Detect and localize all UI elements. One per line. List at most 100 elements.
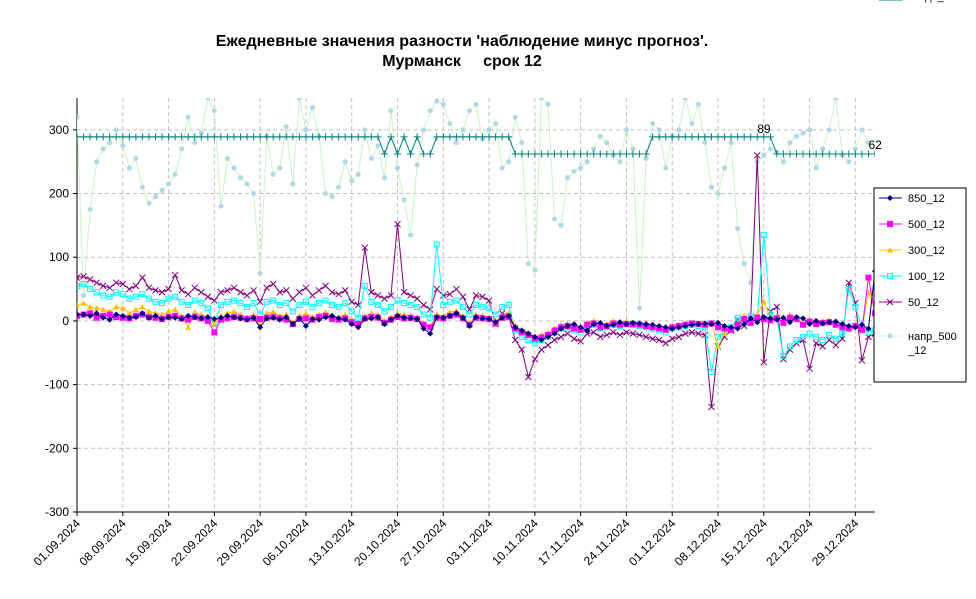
data-point [211,316,218,323]
data-point [244,316,251,323]
data-point [479,293,486,301]
data-point [217,288,225,296]
data-point [178,286,186,294]
data-point [459,293,467,301]
data-point [858,326,865,333]
data-point [643,321,650,328]
data-point [609,150,617,158]
data-point [590,321,597,328]
data-point [243,133,251,141]
data-point [302,133,310,141]
data-point [734,321,741,328]
data-point [381,308,388,315]
x-tick-label: 27.10.2024 [397,516,450,569]
data-point [596,150,604,158]
data-point [146,200,152,206]
data-point [545,101,551,107]
data-point [244,303,251,310]
data-point [832,318,839,325]
data-point [760,133,768,141]
data-point [499,314,506,321]
data-point [107,140,113,146]
data-point [650,120,656,126]
data-point [872,327,875,334]
data-point [800,333,807,340]
data-point [152,312,159,319]
data-point [119,305,126,311]
x-tick-label: 06.10.2024 [260,516,313,569]
data-point [151,133,159,141]
data-point [439,133,447,141]
data-point [807,127,813,133]
annotation-label: 89 [757,122,771,136]
data-point [113,127,119,133]
data-point [708,403,715,411]
data-point [557,333,565,341]
data-point [197,288,205,296]
data-point [676,127,682,133]
data-point [525,261,531,267]
series-50_12 [77,151,875,411]
data-point [99,282,107,290]
data-point [211,297,218,304]
data-point [832,335,839,342]
data-point [322,297,329,304]
data-point [263,315,270,322]
data-point [681,330,689,338]
data-point [93,289,100,296]
data-point [257,324,264,331]
data-point [663,165,669,171]
data-point [113,303,120,310]
data-point [77,274,81,281]
data-point [668,335,676,343]
data-point [230,133,238,141]
legend-label: 100_12 [908,271,945,283]
data-point [204,133,212,141]
data-point [741,321,748,328]
data-point [453,297,460,304]
data-point [100,292,107,299]
data-point [139,274,146,281]
data-point [315,133,323,141]
data-point [296,288,303,296]
data-point [243,292,251,299]
data-point [257,270,263,276]
data-point [218,203,224,209]
x-tick-label: 13.10.2024 [305,516,358,569]
data-point [387,133,395,141]
data-point [355,314,362,321]
data-point [832,321,839,328]
data-point [440,314,447,321]
data-point [367,288,375,296]
data-point [106,133,114,141]
data-point [459,133,467,141]
x-tick-label: 29.09.2024 [214,516,267,569]
data-point [571,325,578,332]
data-point [263,133,271,141]
data-point [871,150,875,158]
data-point [721,330,728,337]
data-point [597,133,603,139]
data-point [623,127,629,133]
data-point [473,302,479,308]
data-point [126,310,133,316]
data-point [427,324,434,331]
data-point [773,150,781,158]
data-point [211,108,217,114]
data-point [779,150,787,158]
data-point [166,181,172,187]
data-point [394,297,401,304]
data-point [342,316,349,323]
data-point [99,133,107,141]
data-point [400,288,408,296]
data-point [558,325,565,332]
legend-label: 500_12 [908,219,945,231]
data-point [139,184,145,190]
data-point [178,316,185,323]
data-point [394,312,401,319]
data-point [721,133,729,141]
data-point [165,295,172,302]
data-point [760,358,768,366]
data-point [786,314,793,321]
data-point [290,181,296,187]
